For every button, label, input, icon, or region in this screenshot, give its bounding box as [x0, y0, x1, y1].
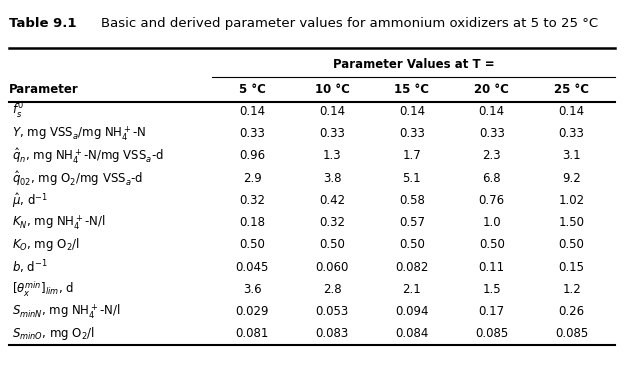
Text: $\hat{q}_n$, mg NH$_4^+$-N/mg VSS$_a$-d: $\hat{q}_n$, mg NH$_4^+$-N/mg VSS$_a$-d [12, 146, 164, 165]
Text: 0.33: 0.33 [239, 127, 265, 140]
Text: 0.26: 0.26 [558, 305, 585, 318]
Text: 15 °C: 15 °C [394, 83, 429, 96]
Text: 1.3: 1.3 [323, 149, 341, 162]
Text: 0.57: 0.57 [399, 216, 425, 229]
Text: 0.14: 0.14 [319, 105, 345, 118]
Text: 20 °C: 20 °C [474, 83, 509, 96]
Text: 0.50: 0.50 [319, 238, 345, 252]
Text: 0.085: 0.085 [555, 327, 588, 341]
Text: Parameter: Parameter [9, 83, 79, 96]
Text: 2.3: 2.3 [482, 149, 501, 162]
Text: 5.1: 5.1 [402, 171, 421, 185]
Text: 1.02: 1.02 [558, 194, 585, 207]
Text: $[\theta_x^{min}]_{lim}$, d: $[\theta_x^{min}]_{lim}$, d [12, 280, 74, 299]
Text: 6.8: 6.8 [482, 171, 501, 185]
Text: 2.1: 2.1 [402, 283, 421, 296]
Text: $S_{min O}$, mg O$_2$/l: $S_{min O}$, mg O$_2$/l [12, 325, 95, 342]
Text: 0.50: 0.50 [558, 238, 585, 252]
Text: 0.76: 0.76 [479, 194, 505, 207]
Text: 1.2: 1.2 [562, 283, 581, 296]
Text: 0.060: 0.060 [315, 260, 349, 274]
Text: 3.6: 3.6 [243, 283, 261, 296]
Text: 0.045: 0.045 [235, 260, 269, 274]
Text: 0.96: 0.96 [239, 149, 265, 162]
Text: $f_s^0$: $f_s^0$ [12, 101, 24, 121]
Text: 0.33: 0.33 [479, 127, 505, 140]
Text: 0.17: 0.17 [479, 305, 505, 318]
Text: 1.50: 1.50 [558, 216, 585, 229]
Text: 0.081: 0.081 [235, 327, 269, 341]
Text: 0.50: 0.50 [399, 238, 425, 252]
Text: 25 °C: 25 °C [554, 83, 589, 96]
Text: 0.084: 0.084 [395, 327, 429, 341]
Text: 0.053: 0.053 [315, 305, 349, 318]
Text: 3.1: 3.1 [562, 149, 581, 162]
Text: 0.58: 0.58 [399, 194, 425, 207]
Text: 0.50: 0.50 [239, 238, 265, 252]
Text: $b$, d$^{-1}$: $b$, d$^{-1}$ [12, 258, 49, 276]
Text: 0.33: 0.33 [558, 127, 585, 140]
Text: 0.082: 0.082 [395, 260, 429, 274]
Text: 0.14: 0.14 [479, 105, 505, 118]
Text: 2.9: 2.9 [243, 171, 261, 185]
Text: 0.42: 0.42 [319, 194, 345, 207]
Text: 5 °C: 5 °C [238, 83, 266, 96]
Text: 0.085: 0.085 [475, 327, 509, 341]
Text: 3.8: 3.8 [323, 171, 341, 185]
Text: 0.15: 0.15 [558, 260, 585, 274]
Text: Parameter Values at T =: Parameter Values at T = [333, 58, 494, 72]
Text: 10 °C: 10 °C [314, 83, 349, 96]
Text: $S_{min N}$, mg NH$_4^+$-N/l: $S_{min N}$, mg NH$_4^+$-N/l [12, 302, 121, 321]
Text: $\hat{\mu}$, d$^{-1}$: $\hat{\mu}$, d$^{-1}$ [12, 191, 49, 210]
Text: $K_O$, mg O$_2$/l: $K_O$, mg O$_2$/l [12, 236, 80, 253]
Text: Basic and derived parameter values for ammonium oxidizers at 5 to 25 °C: Basic and derived parameter values for a… [84, 17, 598, 30]
Text: 0.029: 0.029 [235, 305, 269, 318]
Text: 0.50: 0.50 [479, 238, 505, 252]
Text: 0.094: 0.094 [395, 305, 429, 318]
Text: 0.33: 0.33 [319, 127, 345, 140]
Text: 0.14: 0.14 [399, 105, 425, 118]
Text: $K_N$, mg NH$_4^+$-N/l: $K_N$, mg NH$_4^+$-N/l [12, 213, 106, 232]
Text: 2.8: 2.8 [323, 283, 341, 296]
Text: 0.14: 0.14 [239, 105, 265, 118]
Text: 0.32: 0.32 [239, 194, 265, 207]
Text: 9.2: 9.2 [562, 171, 581, 185]
Text: 0.32: 0.32 [319, 216, 345, 229]
Text: 0.14: 0.14 [558, 105, 585, 118]
Text: 0.18: 0.18 [239, 216, 265, 229]
Text: 0.11: 0.11 [479, 260, 505, 274]
Text: $\hat{q}_{02}$, mg O$_2$/mg VSS$_a$-d: $\hat{q}_{02}$, mg O$_2$/mg VSS$_a$-d [12, 168, 144, 188]
Text: $Y$, mg VSS$_a$/mg NH$_4^+$-N: $Y$, mg VSS$_a$/mg NH$_4^+$-N [12, 124, 147, 143]
Text: 1.7: 1.7 [402, 149, 421, 162]
Text: 1.0: 1.0 [482, 216, 501, 229]
Text: 1.5: 1.5 [482, 283, 501, 296]
Text: 0.083: 0.083 [315, 327, 349, 341]
Text: Table 9.1: Table 9.1 [9, 17, 77, 30]
Text: 0.33: 0.33 [399, 127, 425, 140]
